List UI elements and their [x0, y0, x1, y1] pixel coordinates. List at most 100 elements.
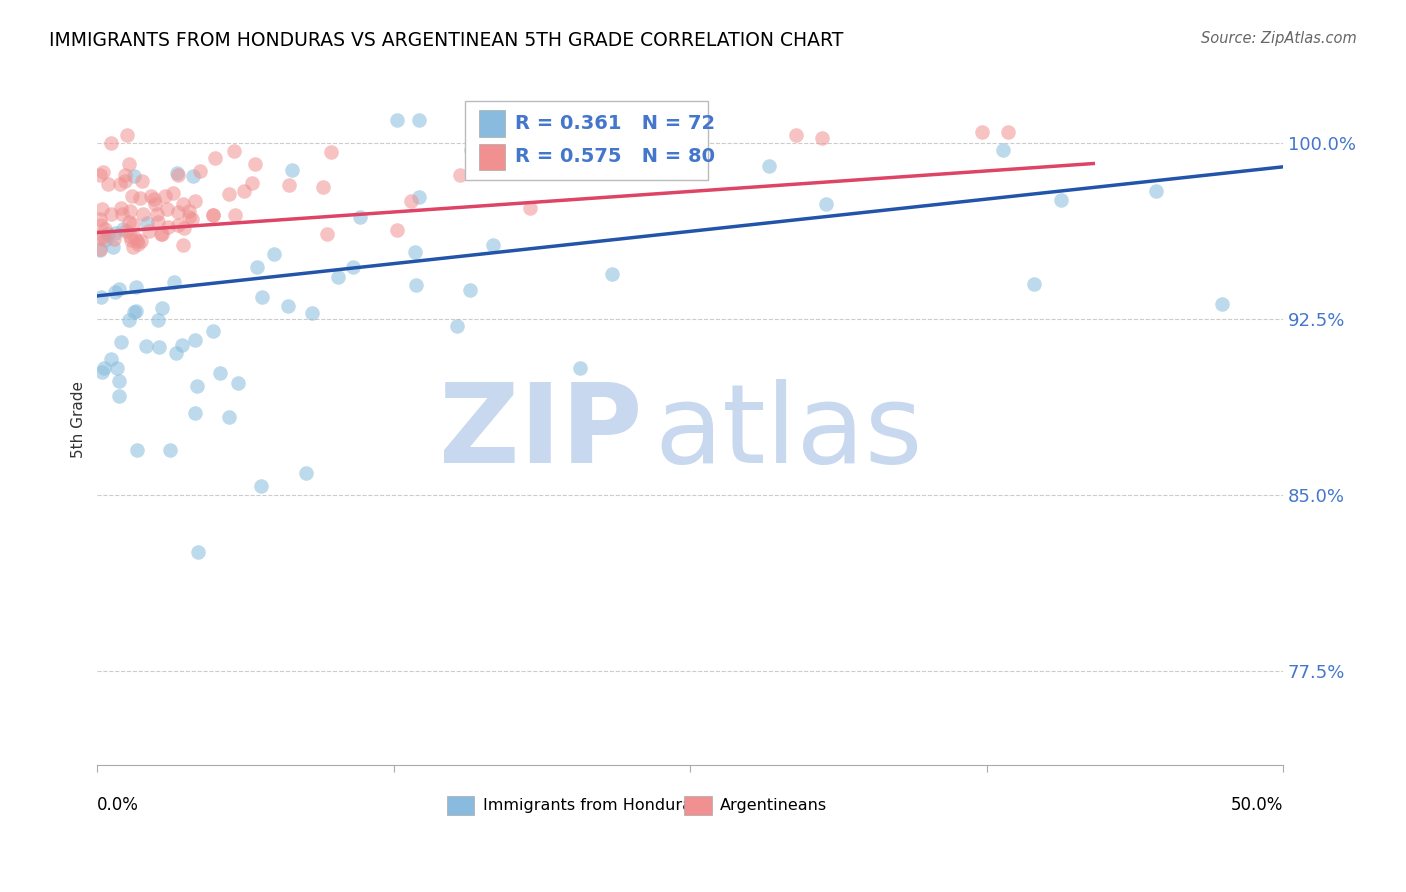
Point [281, 163, 304, 178]
Text: R = 0.361   N = 72: R = 0.361 N = 72 [515, 114, 714, 133]
Point [104, 226, 127, 240]
Point [100, 352, 122, 367]
Point [135, 339, 157, 353]
Point [146, 215, 169, 229]
Point [181, 169, 204, 184]
Point [315, 227, 337, 241]
Point [90, 231, 112, 245]
Point [202, 324, 225, 338]
Point [90, 218, 112, 232]
Point [143, 192, 166, 206]
FancyBboxPatch shape [479, 111, 505, 136]
Point [326, 269, 349, 284]
Point [278, 178, 301, 193]
Point [118, 214, 141, 228]
Point [758, 159, 780, 173]
Point [132, 206, 155, 220]
Point [103, 240, 125, 254]
Point [165, 346, 187, 360]
Point [128, 191, 150, 205]
Point [179, 210, 201, 224]
Point [150, 227, 173, 242]
Point [150, 301, 173, 315]
Text: ZIP: ZIP [439, 379, 643, 486]
Point [155, 189, 177, 203]
Point [449, 168, 471, 182]
Point [89, 211, 111, 226]
Point [118, 157, 141, 171]
Point [349, 211, 371, 225]
Point [170, 338, 193, 352]
Point [118, 204, 141, 219]
Point [146, 313, 169, 327]
Point [89, 168, 111, 182]
Point [218, 187, 240, 202]
Point [233, 185, 256, 199]
Text: IMMIGRANTS FROM HONDURAS VS ARGENTINEAN 5TH GRADE CORRELATION CHART: IMMIGRANTS FROM HONDURAS VS ARGENTINEAN … [49, 31, 844, 50]
Point [108, 374, 131, 388]
Point [404, 245, 426, 260]
Point [110, 334, 132, 349]
Point [399, 194, 422, 208]
Point [122, 240, 145, 254]
Point [120, 228, 142, 243]
Point [785, 128, 807, 142]
Point [568, 361, 591, 376]
Point [91, 365, 114, 379]
Point [110, 207, 132, 221]
Point [188, 164, 211, 178]
Point [122, 305, 145, 319]
Point [129, 234, 152, 248]
Point [387, 223, 409, 237]
Point [184, 407, 207, 421]
Point [997, 125, 1019, 139]
FancyBboxPatch shape [465, 101, 709, 180]
Point [138, 224, 160, 238]
Point [100, 207, 122, 221]
Text: Argentineans: Argentineans [720, 797, 827, 813]
Point [159, 442, 181, 457]
Text: Source: ZipAtlas.com: Source: ZipAtlas.com [1201, 31, 1357, 46]
Point [972, 125, 994, 139]
Point [115, 128, 138, 143]
Text: R = 0.575   N = 80: R = 0.575 N = 80 [515, 147, 714, 166]
Point [125, 279, 148, 293]
Point [89, 243, 111, 257]
Point [187, 545, 209, 559]
Point [263, 247, 285, 261]
Point [319, 145, 342, 160]
Point [114, 168, 136, 182]
Point [1211, 297, 1233, 311]
Point [131, 174, 153, 188]
Point [94, 221, 117, 235]
Point [446, 318, 468, 333]
Point [186, 379, 208, 393]
Point [114, 223, 136, 237]
Point [111, 222, 134, 236]
Point [226, 376, 249, 391]
Point [173, 221, 195, 235]
Point [301, 306, 323, 320]
Point [1022, 277, 1045, 291]
Point [156, 220, 179, 235]
Point [93, 361, 115, 376]
Point [172, 196, 194, 211]
Point [491, 159, 513, 173]
Point [408, 112, 430, 127]
Point [110, 201, 132, 215]
Point [993, 144, 1015, 158]
Point [224, 208, 246, 222]
Point [245, 260, 267, 274]
Point [385, 112, 408, 127]
Point [107, 282, 129, 296]
Point [108, 389, 131, 403]
Point [295, 467, 318, 481]
Point [148, 340, 170, 354]
Point [408, 189, 430, 203]
Point [127, 442, 149, 457]
Point [600, 267, 623, 281]
Point [1050, 193, 1073, 207]
Point [202, 208, 225, 222]
Y-axis label: 5th Grade: 5th Grade [72, 381, 86, 458]
Point [118, 313, 141, 327]
